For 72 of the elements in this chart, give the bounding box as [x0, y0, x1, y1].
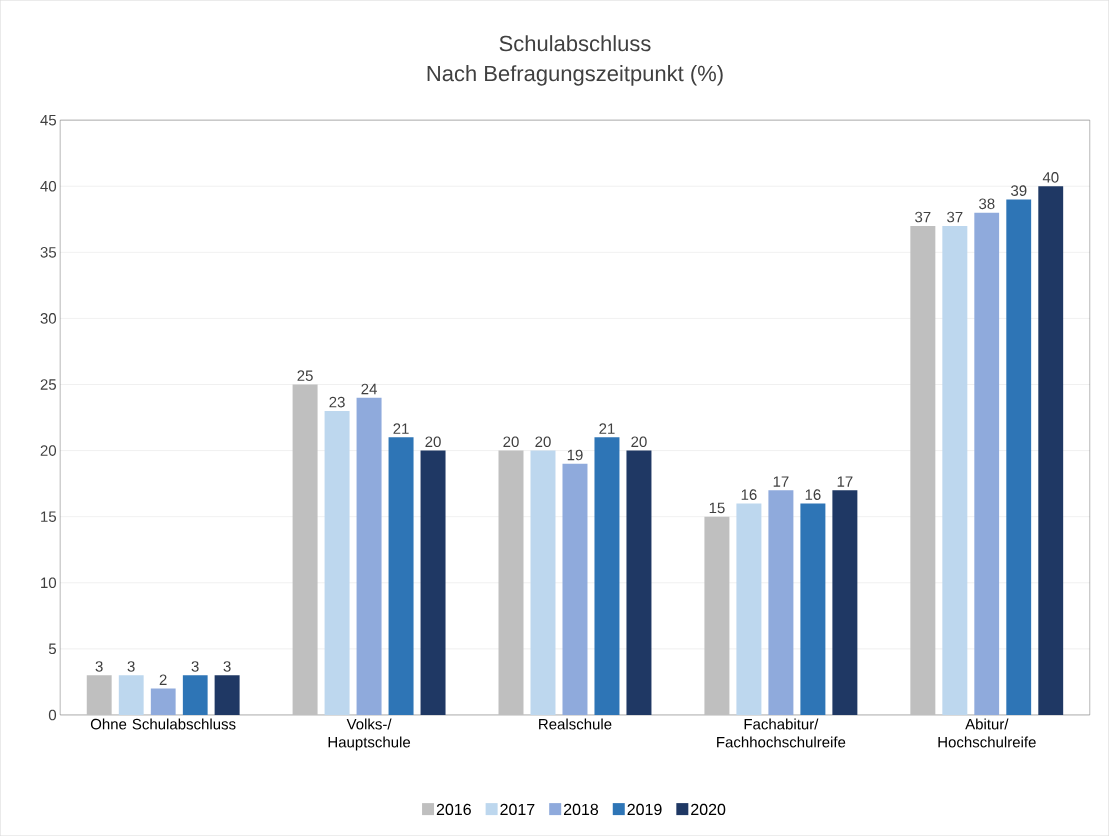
chart-title: Schulabschluss — [499, 35, 651, 52]
bar — [704, 516, 730, 715]
bar — [182, 675, 208, 715]
bar — [1038, 186, 1064, 715]
bar — [974, 212, 1000, 715]
bar — [86, 675, 112, 715]
data-label: 3 — [95, 661, 103, 672]
y-tick-label: 25 — [40, 379, 57, 390]
y-tick-label: 15 — [41, 511, 57, 522]
y-tick-label: 30 — [40, 313, 57, 324]
legend-label: 2020 — [691, 803, 726, 816]
data-label: 38 — [979, 198, 995, 210]
bar — [214, 675, 240, 715]
bar — [498, 450, 524, 715]
bar — [800, 503, 826, 715]
data-label: 37 — [915, 211, 931, 223]
data-label: 16 — [805, 489, 821, 500]
bar — [530, 450, 556, 715]
data-label: 3 — [127, 661, 135, 672]
legend-label: 2019 — [627, 803, 662, 816]
x-tick-label: Volks-/ Hauptschule — [328, 718, 411, 751]
bar — [324, 410, 350, 715]
bar — [292, 384, 318, 715]
bar — [356, 397, 382, 715]
chart-subtitle: Nach Befragungszeitpunkt (%) — [427, 65, 723, 86]
data-label: 3 — [191, 661, 199, 672]
data-label: 15 — [709, 502, 725, 514]
x-tick-label: Realschule — [539, 718, 612, 730]
y-tick-label: 0 — [48, 709, 57, 721]
data-label: 39 — [1011, 185, 1027, 196]
bar — [420, 450, 446, 715]
data-label: 21 — [599, 423, 615, 434]
data-label: 19 — [567, 449, 583, 461]
data-label: 37 — [947, 211, 963, 223]
data-label: 20 — [535, 436, 551, 448]
bar — [768, 490, 794, 715]
data-label: 16 — [741, 489, 757, 500]
data-label: 40 — [1042, 172, 1059, 183]
data-label: 3 — [223, 661, 231, 672]
x-tick-label: Fachabitur/ Fachhochschulreife — [717, 718, 846, 748]
legend-label: 2016 — [436, 803, 471, 816]
bar — [118, 675, 144, 715]
bar — [832, 490, 858, 715]
bar — [942, 225, 968, 715]
legend-label: 2017 — [500, 803, 535, 816]
bar — [562, 463, 588, 715]
y-tick-label: 45 — [40, 114, 57, 126]
y-tick-label: 20 — [40, 445, 57, 456]
bar — [1006, 199, 1032, 715]
data-label: 20 — [631, 436, 647, 448]
data-label: 20 — [503, 436, 519, 448]
y-tick-label: 10 — [41, 577, 57, 589]
bar — [910, 225, 936, 715]
data-label: 25 — [297, 370, 313, 381]
bar — [736, 503, 762, 715]
data-label: 17 — [837, 476, 853, 487]
bar — [150, 688, 176, 715]
y-tick-label: 5 — [48, 643, 57, 655]
x-tick-label: Ohne Schulabschluss — [90, 718, 236, 730]
data-label: 21 — [393, 423, 409, 434]
data-label: 23 — [329, 396, 345, 408]
x-tick-label: Abitur/ Hochschulreife — [938, 718, 1036, 748]
data-label: 24 — [361, 383, 377, 395]
data-label: 2 — [159, 674, 167, 685]
y-tick-label: 35 — [40, 246, 57, 258]
y-tick-label: 40 — [40, 180, 57, 192]
data-label: 17 — [773, 476, 789, 487]
bar — [388, 437, 414, 715]
bar — [626, 450, 652, 715]
bar — [594, 437, 620, 715]
data-label: 20 — [425, 436, 441, 448]
legend-label: 2018 — [563, 803, 599, 816]
